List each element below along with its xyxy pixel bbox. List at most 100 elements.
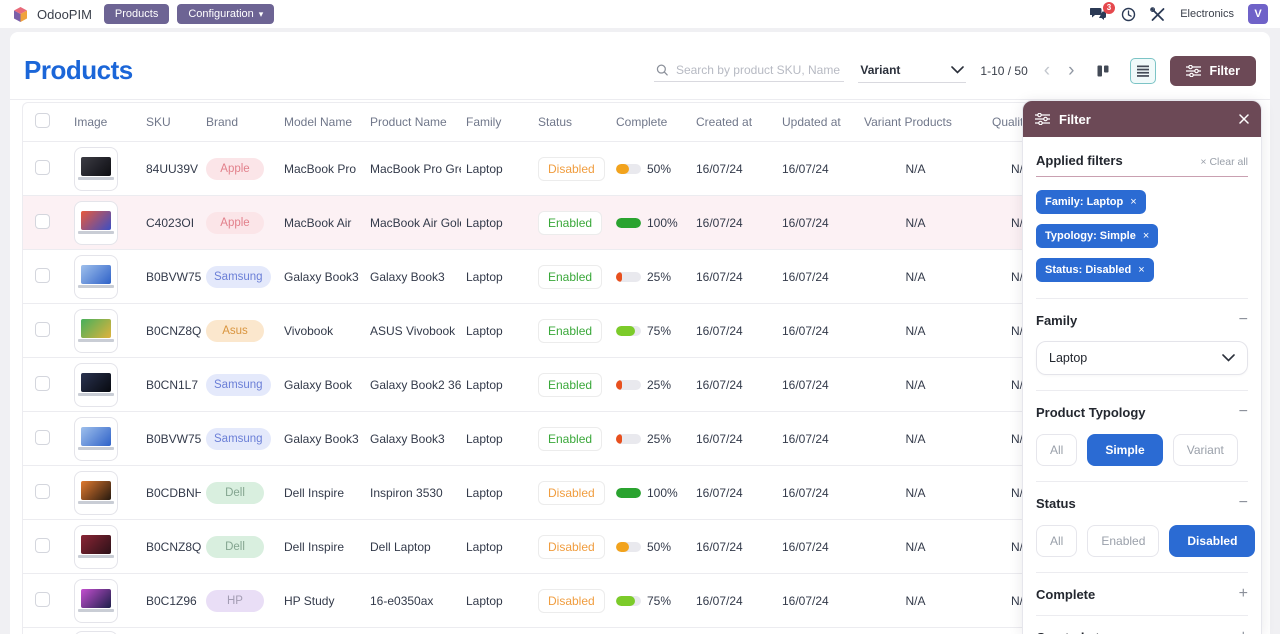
filter-option-group: All Simple Variant (1036, 434, 1248, 466)
kanban-icon (1097, 65, 1109, 76)
filter-option-variant[interactable]: Variant (1172, 434, 1238, 466)
expand-plus-icon[interactable]: + (1238, 585, 1248, 602)
next-page-button[interactable]: › (1068, 60, 1075, 81)
row-checkbox[interactable] (35, 267, 50, 283)
filter-button[interactable]: Filter (1170, 55, 1256, 86)
applied-filter-chip[interactable]: Status: Disabled × (1036, 258, 1154, 282)
complete-percent-label: 50% (647, 161, 672, 176)
applied-filter-chip[interactable]: Family: Laptop × (1036, 190, 1146, 214)
table-row[interactable] (23, 627, 1257, 634)
created-at-cell: 16/07/24 (696, 215, 743, 230)
sku-cell: B0CNZ8Q (146, 323, 201, 338)
complete-percent-label: 100% (647, 215, 678, 230)
filter-section-label: Family (1036, 312, 1078, 328)
expand-plus-icon[interactable]: + (1239, 629, 1248, 634)
model-name-cell: Galaxy Book3 (284, 269, 359, 284)
complete-progress-pill (616, 325, 641, 336)
row-checkbox[interactable] (35, 591, 50, 607)
filter-section-toggle[interactable]: Status − (1036, 495, 1248, 511)
complete-progress-pill (616, 217, 641, 228)
brand-badge: Samsung (206, 373, 271, 396)
filter-option-simple[interactable]: Simple (1087, 434, 1163, 466)
family-select[interactable]: Laptop (1036, 341, 1248, 375)
family-cell: Laptop (466, 215, 503, 230)
close-filter-icon[interactable] (1239, 114, 1249, 124)
product-name-cell: Inspiron 3530 (370, 485, 443, 500)
complete-percent-label: 25% (647, 431, 672, 446)
updated-at-cell: 16/07/24 (782, 377, 829, 392)
row-checkbox[interactable] (35, 429, 50, 445)
row-checkbox[interactable] (35, 321, 50, 337)
laptop-base (78, 231, 114, 234)
nav-products-button[interactable]: Products (103, 4, 170, 24)
row-checkbox[interactable] (35, 375, 50, 391)
product-name-cell: 16-e0350ax (370, 593, 434, 608)
brand-badge: HP (206, 589, 264, 612)
status-badge: Enabled (538, 318, 603, 343)
filter-option-enabled[interactable]: Enabled (1087, 525, 1160, 557)
history-clock-icon[interactable] (1121, 7, 1136, 22)
search-input[interactable] (675, 63, 843, 77)
select-all-checkbox[interactable] (35, 113, 50, 128)
kanban-view-button[interactable] (1090, 58, 1116, 84)
user-avatar[interactable]: V (1248, 4, 1268, 24)
status-badge: Enabled (538, 426, 603, 451)
nav-configuration-button[interactable]: Configuration ▾ (177, 4, 275, 24)
family-cell: Laptop (466, 485, 503, 500)
laptop-screen (81, 427, 111, 446)
column-header: Family (466, 115, 502, 129)
collapse-minus-icon[interactable]: − (1238, 311, 1248, 328)
collapse-minus-icon[interactable]: − (1238, 494, 1248, 511)
filter-option-all[interactable]: All (1036, 434, 1078, 466)
filter-panel-header: Filter (1023, 101, 1261, 137)
row-checkbox[interactable] (35, 537, 50, 553)
company-name[interactable]: Electronics (1180, 8, 1234, 20)
brand-badge: Samsung (206, 265, 271, 288)
laptop-base (78, 177, 114, 180)
applied-filters-label: Applied filters (1036, 153, 1123, 168)
remove-filter-icon[interactable]: × (1138, 264, 1145, 276)
filter-section-toggle[interactable]: Complete + (1036, 586, 1248, 602)
product-name-cell: Galaxy Book3 (370, 431, 445, 446)
remove-filter-icon[interactable]: × (1142, 230, 1150, 242)
filter-section-toggle[interactable]: Family − (1036, 312, 1248, 328)
filter-option-disabled[interactable]: Disabled (1169, 525, 1256, 557)
filter-option-all[interactable]: All (1036, 525, 1078, 557)
filter-section-toggle[interactable]: Created at + (1036, 629, 1248, 634)
status-badge: Disabled (538, 156, 605, 181)
complete-percent-label: 25% (647, 269, 672, 284)
column-header: Variant Products (864, 115, 952, 129)
variant-dropdown[interactable]: Variant (858, 58, 967, 83)
family-cell: Laptop (466, 323, 503, 338)
family-cell: Laptop (466, 161, 503, 176)
product-name-cell: MacBook Pro Grey (370, 161, 461, 176)
laptop-screen (81, 157, 111, 176)
row-checkbox[interactable] (35, 483, 50, 499)
remove-filter-icon[interactable]: × (1130, 196, 1137, 208)
sliders-icon (1186, 64, 1202, 77)
list-view-button[interactable] (1130, 57, 1157, 84)
laptop-screen (81, 373, 111, 392)
search-box[interactable] (654, 59, 845, 82)
column-header: SKU (146, 115, 171, 129)
list-icon (1137, 65, 1150, 77)
tools-icon[interactable] (1150, 6, 1166, 22)
product-image (74, 470, 118, 515)
row-checkbox[interactable] (35, 159, 50, 175)
applied-filter-chip[interactable]: Typology: Simple × (1036, 224, 1159, 248)
model-name-cell: Dell Inspire (284, 539, 345, 554)
brand-badge: Asus (206, 319, 264, 342)
sku-cell: B0CNZ8Q (146, 539, 201, 554)
row-checkbox[interactable] (35, 213, 50, 229)
filter-button-label: Filter (1209, 63, 1240, 78)
messages-icon[interactable]: 3 (1090, 2, 1116, 21)
filter-section-toggle[interactable]: Product Typology − (1036, 404, 1248, 420)
variant-products-cell: N/A (905, 323, 926, 338)
prev-page-button[interactable]: ‹ (1043, 60, 1051, 81)
filter-section-label: Product Typology (1036, 404, 1146, 420)
variant-dropdown-value: Variant (860, 63, 901, 77)
product-image (74, 146, 118, 191)
clear-all-filters-button[interactable]: × Clear all (1200, 156, 1248, 168)
collapse-minus-icon[interactable]: − (1238, 403, 1248, 420)
column-header: Updated at (782, 115, 841, 129)
